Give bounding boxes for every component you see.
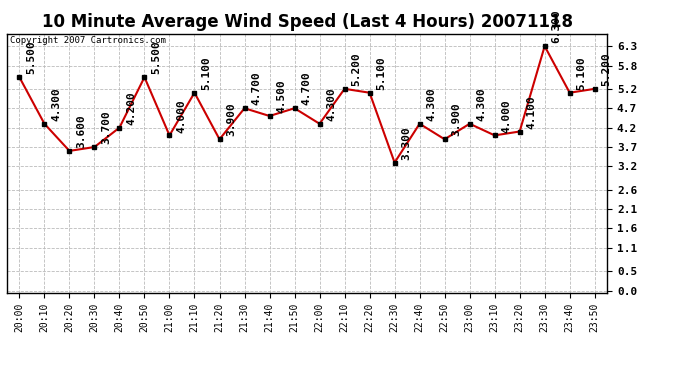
Text: 5.100: 5.100	[201, 56, 211, 90]
Text: 3.900: 3.900	[451, 103, 462, 136]
Text: 4.000: 4.000	[177, 99, 186, 133]
Text: 3.600: 3.600	[77, 114, 86, 148]
Text: 4.700: 4.700	[251, 72, 262, 105]
Text: 4.300: 4.300	[477, 87, 486, 121]
Text: 5.500: 5.500	[151, 40, 161, 74]
Text: 4.300: 4.300	[51, 87, 61, 121]
Text: 5.500: 5.500	[26, 40, 37, 74]
Text: 5.100: 5.100	[377, 56, 386, 90]
Text: 5.200: 5.200	[351, 52, 362, 86]
Text: 4.300: 4.300	[426, 87, 437, 121]
Text: 5.100: 5.100	[577, 56, 586, 90]
Text: 4.500: 4.500	[277, 80, 286, 113]
Text: Copyright 2007 Cartronics.com: Copyright 2007 Cartronics.com	[10, 36, 166, 45]
Text: 3.700: 3.700	[101, 111, 111, 144]
Text: 4.100: 4.100	[526, 95, 537, 129]
Text: 5.200: 5.200	[602, 52, 611, 86]
Title: 10 Minute Average Wind Speed (Last 4 Hours) 20071118: 10 Minute Average Wind Speed (Last 4 Hou…	[41, 13, 573, 31]
Text: 6.300: 6.300	[551, 10, 562, 44]
Text: 4.700: 4.700	[302, 72, 311, 105]
Text: 4.300: 4.300	[326, 87, 337, 121]
Text: 3.900: 3.900	[226, 103, 237, 136]
Text: 4.000: 4.000	[502, 99, 511, 133]
Text: 4.200: 4.200	[126, 91, 137, 125]
Text: 3.300: 3.300	[402, 126, 411, 160]
